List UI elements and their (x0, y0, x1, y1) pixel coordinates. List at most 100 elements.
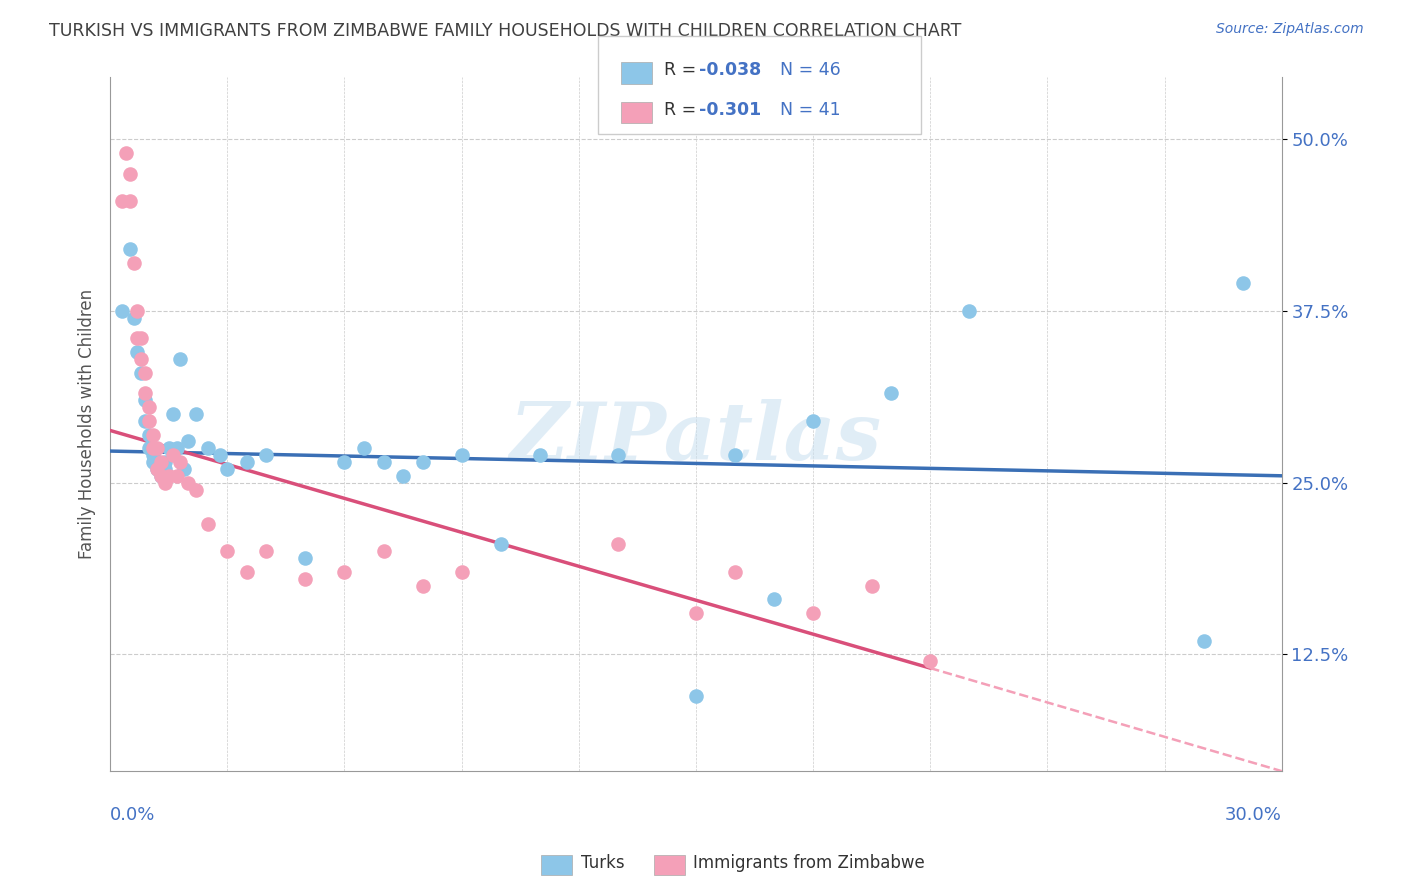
Point (127, 331, 149, 345)
Text: Source: ZipAtlas.com: Source: ZipAtlas.com (1216, 22, 1364, 37)
Point (153, 462, 176, 476)
Point (373, 544, 395, 558)
Point (333, 565, 356, 579)
Point (142, 455, 165, 469)
Point (162, 407, 184, 421)
Point (138, 400, 160, 414)
Point (149, 468, 172, 483)
Point (169, 455, 191, 469)
Point (134, 366, 156, 380)
Point (138, 427, 160, 442)
Point (184, 407, 207, 421)
Point (166, 442, 188, 456)
Point (166, 468, 188, 483)
Point (353, 442, 375, 456)
Point (134, 386, 156, 401)
Point (801, 606, 824, 620)
Point (197, 516, 219, 531)
Point (450, 565, 472, 579)
Text: Immigrants from Zimbabwe: Immigrants from Zimbabwe (693, 855, 925, 872)
Point (763, 592, 786, 607)
Point (801, 414, 824, 428)
Point (880, 386, 903, 401)
Point (217, 544, 239, 558)
Point (450, 448, 472, 462)
Point (142, 442, 165, 456)
Point (294, 572, 316, 586)
Point (489, 537, 512, 551)
Text: N = 46: N = 46 (769, 62, 841, 79)
Point (138, 442, 160, 456)
Point (184, 483, 207, 497)
Point (118, 242, 141, 256)
Point (118, 167, 141, 181)
Point (157, 468, 180, 483)
Point (134, 393, 156, 408)
Point (153, 455, 176, 469)
Point (333, 455, 356, 469)
Point (177, 475, 200, 490)
Point (149, 462, 172, 476)
Text: N = 41: N = 41 (769, 101, 841, 119)
Point (131, 331, 153, 345)
Text: R =: R = (664, 62, 702, 79)
Point (197, 442, 219, 456)
Point (142, 427, 165, 442)
Point (122, 310, 145, 325)
Point (131, 352, 153, 367)
Point (149, 455, 172, 469)
Point (412, 579, 434, 593)
Point (153, 475, 176, 490)
Point (957, 304, 980, 318)
Y-axis label: Family Households with Children: Family Households with Children (79, 289, 96, 559)
Point (606, 448, 628, 462)
Point (529, 448, 551, 462)
Point (169, 352, 191, 367)
Text: Turks: Turks (581, 855, 624, 872)
Point (146, 462, 169, 476)
Point (236, 455, 259, 469)
Point (724, 448, 747, 462)
Text: R =: R = (664, 101, 702, 119)
Point (142, 448, 165, 462)
Point (724, 565, 747, 579)
Text: -0.301: -0.301 (699, 101, 761, 119)
Text: -0.038: -0.038 (699, 62, 761, 79)
Text: TURKISH VS IMMIGRANTS FROM ZIMBABWE FAMILY HOUSEHOLDS WITH CHILDREN CORRELATION : TURKISH VS IMMIGRANTS FROM ZIMBABWE FAMI… (49, 22, 962, 40)
Point (111, 194, 134, 208)
Point (127, 304, 149, 318)
Point (1192, 633, 1215, 648)
Point (217, 462, 239, 476)
Point (157, 442, 180, 456)
Point (685, 606, 707, 620)
Point (122, 256, 145, 270)
Point (127, 345, 149, 359)
Point (254, 544, 277, 558)
Point (685, 689, 707, 703)
Point (118, 194, 141, 208)
Point (177, 434, 200, 449)
Point (114, 146, 136, 161)
Point (860, 579, 883, 593)
Point (1232, 277, 1254, 291)
Point (392, 468, 415, 483)
Point (208, 448, 231, 462)
Point (138, 414, 160, 428)
Point (294, 551, 316, 566)
Text: 30.0%: 30.0% (1225, 805, 1282, 824)
Point (606, 537, 628, 551)
Point (111, 304, 134, 318)
Point (149, 468, 172, 483)
Point (146, 462, 169, 476)
Text: 0.0%: 0.0% (110, 805, 156, 824)
Point (162, 448, 184, 462)
Point (254, 448, 277, 462)
Point (146, 442, 169, 456)
Point (131, 366, 153, 380)
Point (920, 654, 942, 668)
Point (236, 565, 259, 579)
Text: ZIPatlas: ZIPatlas (510, 400, 882, 477)
Point (373, 455, 395, 469)
Point (134, 414, 156, 428)
Point (412, 455, 434, 469)
